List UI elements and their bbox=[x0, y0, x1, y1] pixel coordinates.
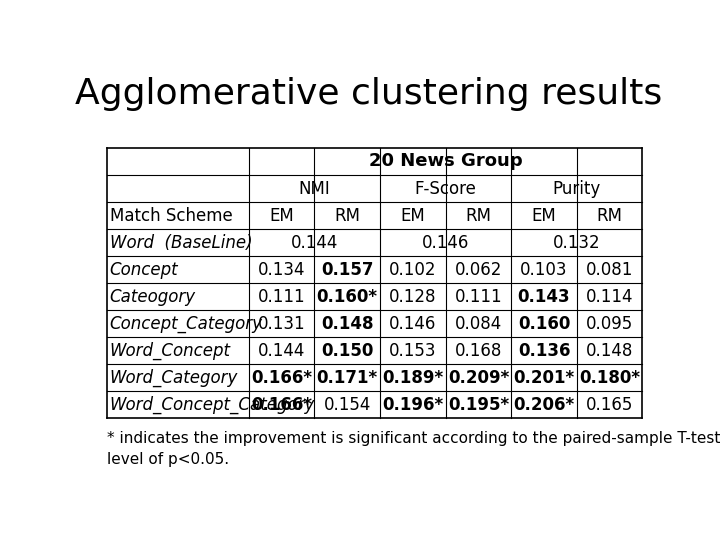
Text: RM: RM bbox=[597, 206, 623, 225]
Text: 20 News Group: 20 News Group bbox=[369, 152, 523, 171]
Text: 0.160*: 0.160* bbox=[317, 288, 378, 306]
Text: EM: EM bbox=[531, 206, 557, 225]
Text: * indicates the improvement is significant according to the paired-sample T-test: * indicates the improvement is significa… bbox=[107, 431, 720, 467]
Text: 0.206*: 0.206* bbox=[513, 396, 575, 414]
Text: Cateogory: Cateogory bbox=[109, 288, 196, 306]
Text: 0.143: 0.143 bbox=[518, 288, 570, 306]
Text: 0.180*: 0.180* bbox=[579, 369, 640, 387]
Text: 0.166*: 0.166* bbox=[251, 369, 312, 387]
Text: 0.154: 0.154 bbox=[323, 396, 371, 414]
Text: 0.136: 0.136 bbox=[518, 342, 570, 360]
Text: 0.114: 0.114 bbox=[586, 288, 634, 306]
Text: 0.103: 0.103 bbox=[521, 261, 568, 279]
Text: 0.150: 0.150 bbox=[321, 342, 374, 360]
Text: 0.153: 0.153 bbox=[389, 342, 436, 360]
Text: 0.146: 0.146 bbox=[389, 315, 436, 333]
Text: 0.157: 0.157 bbox=[321, 261, 374, 279]
Text: 0.196*: 0.196* bbox=[382, 396, 444, 414]
Text: 0.084: 0.084 bbox=[455, 315, 502, 333]
Text: F-Score: F-Score bbox=[415, 179, 477, 198]
Text: EM: EM bbox=[400, 206, 426, 225]
Text: 0.209*: 0.209* bbox=[448, 369, 509, 387]
Text: 0.166*: 0.166* bbox=[251, 396, 312, 414]
Text: 0.144: 0.144 bbox=[258, 342, 305, 360]
Text: 0.134: 0.134 bbox=[258, 261, 305, 279]
Text: 0.146: 0.146 bbox=[422, 234, 469, 252]
Text: 0.131: 0.131 bbox=[258, 315, 305, 333]
Text: Word_Category: Word_Category bbox=[109, 369, 238, 387]
Text: 0.111: 0.111 bbox=[454, 288, 503, 306]
Text: Word_Concept: Word_Concept bbox=[109, 341, 230, 360]
Text: 0.102: 0.102 bbox=[389, 261, 436, 279]
Text: Concept_Category: Concept_Category bbox=[109, 315, 263, 333]
Text: 0.160: 0.160 bbox=[518, 315, 570, 333]
Text: Word_Concept_Category: Word_Concept_Category bbox=[109, 396, 315, 414]
Text: Agglomerative clustering results: Agglomerative clustering results bbox=[76, 77, 662, 111]
Text: 0.081: 0.081 bbox=[586, 261, 634, 279]
Text: RM: RM bbox=[465, 206, 492, 225]
Text: 0.062: 0.062 bbox=[455, 261, 502, 279]
Text: 0.148: 0.148 bbox=[586, 342, 634, 360]
Text: 0.171*: 0.171* bbox=[317, 369, 378, 387]
Text: Match Scheme: Match Scheme bbox=[109, 206, 233, 225]
Text: RM: RM bbox=[334, 206, 360, 225]
Text: 0.132: 0.132 bbox=[553, 234, 600, 252]
Text: Purity: Purity bbox=[553, 179, 601, 198]
Text: 0.128: 0.128 bbox=[389, 288, 436, 306]
Text: 0.189*: 0.189* bbox=[382, 369, 444, 387]
Text: 0.168: 0.168 bbox=[455, 342, 502, 360]
Text: NMI: NMI bbox=[299, 179, 330, 198]
Text: Word  (BaseLine): Word (BaseLine) bbox=[109, 234, 252, 252]
Text: 0.144: 0.144 bbox=[291, 234, 338, 252]
Text: 0.111: 0.111 bbox=[258, 288, 305, 306]
Text: 0.148: 0.148 bbox=[321, 315, 374, 333]
Text: 0.165: 0.165 bbox=[586, 396, 634, 414]
Text: 0.195*: 0.195* bbox=[448, 396, 509, 414]
Text: 0.095: 0.095 bbox=[586, 315, 634, 333]
Text: EM: EM bbox=[269, 206, 294, 225]
Text: 0.201*: 0.201* bbox=[513, 369, 575, 387]
Text: Concept: Concept bbox=[109, 261, 178, 279]
